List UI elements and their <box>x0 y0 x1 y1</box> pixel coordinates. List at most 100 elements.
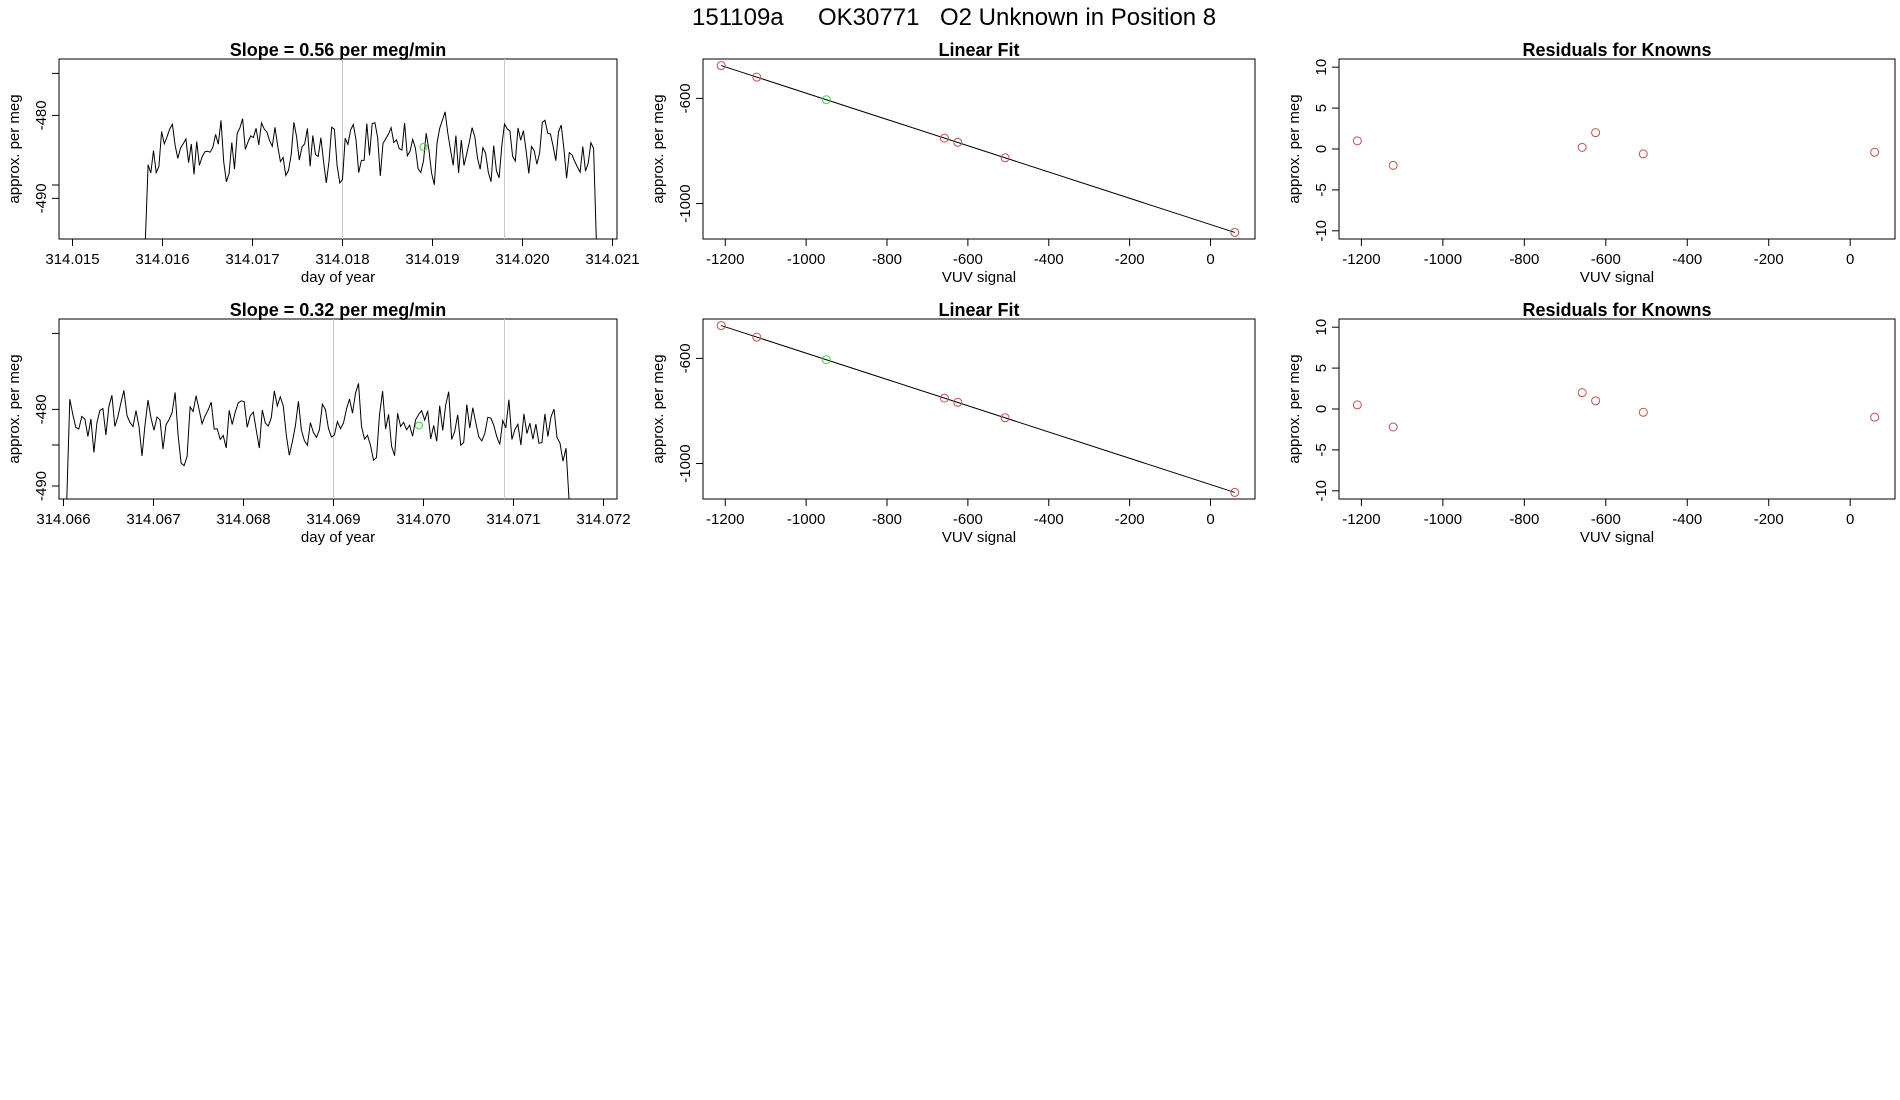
x-tick-label: -400 <box>1034 511 1064 528</box>
x-tick-label: -1000 <box>787 251 825 268</box>
panel-title: Linear Fit <box>938 300 1019 320</box>
plot-frame <box>58 318 618 500</box>
x-tick-label: -200 <box>1754 511 1784 528</box>
y-axis: 10 5 0 -5 -10 <box>1313 59 1339 242</box>
y-axis: -480 -490 <box>33 332 59 501</box>
y-axis-label: approx. per meg <box>650 354 667 463</box>
y-tick-label: 5 <box>1313 104 1330 112</box>
panel-3: Residuals for Knowns-1200 -1000 -800 -600 -4… <box>1286 40 1896 286</box>
x-tick-label: -200 <box>1754 251 1784 268</box>
y-axis-label: approx. per meg <box>6 354 23 463</box>
x-tick-label: 314.072 <box>576 511 630 528</box>
residual-point <box>1638 407 1648 417</box>
x-tick-label: -600 <box>953 511 983 528</box>
x-tick-label: 314.019 <box>405 251 459 268</box>
x-axis-label: VUV signal <box>1580 529 1654 546</box>
x-tick-label: 314.016 <box>135 251 189 268</box>
x-axis-label: day of year <box>301 269 375 286</box>
x-tick-label: -1200 <box>1342 251 1380 268</box>
x-tick-label: -800 <box>1509 511 1539 528</box>
panel-2: Linear Fit -1200 -1000 -800 -600 -400 -200 0 VUV… <box>650 40 1256 286</box>
y-tick-label: -600 <box>677 83 694 113</box>
x-tick-label: -1200 <box>1342 511 1380 528</box>
x-tick-label: 314.069 <box>306 511 360 528</box>
residual-point <box>1388 160 1398 170</box>
y-tick-label: 0 <box>1313 145 1330 153</box>
x-tick-label: -1200 <box>706 251 744 268</box>
y-axis: 10 5 0 -5 -10 <box>1313 319 1339 502</box>
residual-point <box>1388 422 1398 432</box>
x-tick-label: -1000 <box>1424 251 1462 268</box>
plot-frame <box>702 318 1256 500</box>
y-axis-label: approx. per meg <box>1286 354 1303 463</box>
residual-point <box>1591 128 1601 138</box>
x-tick-label: -600 <box>1591 251 1621 268</box>
known-point <box>752 72 762 82</box>
known-point <box>939 133 949 143</box>
panel-title: Residuals for Knowns <box>1522 40 1711 60</box>
x-tick-label: 0 <box>1206 511 1214 528</box>
y-tick-label: -5 <box>1313 183 1330 196</box>
y-tick-label: -5 <box>1313 443 1330 456</box>
panel-title: Linear Fit <box>938 40 1019 60</box>
y-tick-label: -1000 <box>677 184 694 222</box>
x-axis-label: VUV signal <box>942 269 1016 286</box>
x-tick-label: -800 <box>872 251 902 268</box>
unknown-point <box>821 95 831 105</box>
x-tick-label: 314.068 <box>216 511 270 528</box>
y-tick-label: -480 <box>33 100 50 130</box>
x-tick-label: -200 <box>1115 511 1145 528</box>
known-point <box>716 321 726 331</box>
x-tick-label: 314.017 <box>225 251 279 268</box>
suptitle-sample: OK30771 <box>818 4 919 31</box>
x-axis: 314.066 314.067 314.068 314.069 314.070 314.0… <box>36 499 631 528</box>
y-tick-label: -10 <box>1313 220 1330 242</box>
y-tick-label: 10 <box>1313 59 1330 76</box>
x-tick-label: -600 <box>1591 511 1621 528</box>
x-tick-label: 314.070 <box>396 511 450 528</box>
panel-5: Linear Fit -1200 -1000 -800 -600 -400 -200 0 VUV… <box>650 300 1256 546</box>
residual-point <box>1638 149 1648 159</box>
x-tick-label: -200 <box>1115 251 1145 268</box>
residual-point <box>1352 400 1362 410</box>
x-tick-label: -600 <box>953 251 983 268</box>
known-point <box>1230 487 1240 497</box>
x-tick-label: -400 <box>1034 251 1064 268</box>
x-axis-label: VUV signal <box>942 529 1016 546</box>
known-point <box>1000 153 1010 163</box>
panel-title: Slope = 0.56 per meg/min <box>230 40 447 60</box>
y-tick-label: -490 <box>33 183 50 213</box>
known-point <box>1000 413 1010 423</box>
x-axis: -1200 -1000 -800 -600 -400 -200 0 <box>706 499 1215 528</box>
y-tick-label: 5 <box>1313 364 1330 372</box>
y-tick-label: -10 <box>1313 480 1330 502</box>
x-tick-label: 314.018 <box>315 251 369 268</box>
x-tick-label: 314.021 <box>585 251 639 268</box>
y-tick-label: -480 <box>33 394 50 424</box>
plot-frame <box>702 58 1256 240</box>
y-axis-label: approx. per meg <box>6 94 23 203</box>
panel-title: Slope = 0.32 per meg/min <box>230 300 447 320</box>
plot-frame <box>58 58 618 240</box>
known-point <box>939 393 949 403</box>
y-axis-label: approx. per meg <box>1286 94 1303 203</box>
unknown-point <box>419 142 428 151</box>
x-axis: -1200 -1000 -800 -600 -400 -200 0 <box>1342 239 1854 268</box>
x-tick-label: -800 <box>872 511 902 528</box>
fit-line <box>721 325 1235 493</box>
x-tick-label: -1000 <box>787 511 825 528</box>
residual-point <box>1591 396 1601 406</box>
residual-point <box>1870 147 1880 157</box>
x-axis-label: day of year <box>301 529 375 546</box>
y-axis: -480 -490 <box>33 72 59 213</box>
residual-point <box>1577 388 1587 398</box>
unknown-point <box>821 355 831 365</box>
unknown-point <box>415 421 423 430</box>
known-point <box>752 332 762 342</box>
y-axis: -600 -1000 <box>677 343 703 483</box>
y-tick-label: -1000 <box>677 444 694 482</box>
